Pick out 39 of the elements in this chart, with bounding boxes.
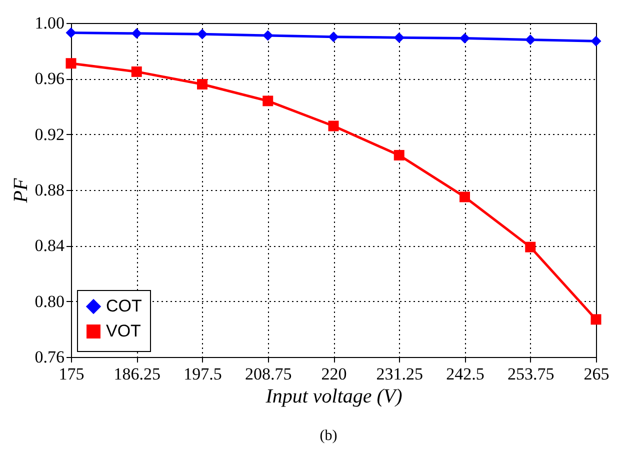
x-tick-label: 253.75 bbox=[508, 364, 554, 384]
legend-label: VOT bbox=[106, 322, 141, 340]
y-tick-label: 0.76 bbox=[34, 348, 64, 366]
point bbox=[262, 96, 274, 106]
point bbox=[590, 36, 602, 46]
x-axis-title: Input voltage (V) bbox=[264, 386, 403, 408]
point bbox=[66, 28, 76, 38]
point bbox=[525, 242, 536, 252]
x-tick-label: 265 bbox=[584, 364, 610, 384]
point bbox=[328, 120, 339, 132]
point bbox=[197, 28, 208, 40]
y-tick-label: 0.92 bbox=[34, 124, 64, 144]
point bbox=[131, 66, 142, 77]
y-tick-label: 0.88 bbox=[34, 180, 64, 200]
point bbox=[262, 30, 274, 41]
x-tick-label: 242.5 bbox=[446, 364, 484, 384]
point bbox=[460, 33, 470, 44]
point bbox=[394, 150, 404, 160]
x-tick-label: 175 bbox=[58, 364, 84, 384]
point bbox=[525, 34, 536, 45]
point bbox=[590, 314, 602, 325]
point bbox=[197, 78, 208, 90]
y-tick-label: 0.84 bbox=[34, 236, 65, 256]
x-tick-label: 231.25 bbox=[376, 364, 423, 384]
point bbox=[394, 32, 404, 43]
text: (b) bbox=[318, 428, 338, 445]
y-tick-label: 1.00 bbox=[34, 14, 64, 32]
x-tick-label: 220 bbox=[321, 364, 347, 384]
x-tick-label: 186.25 bbox=[114, 364, 160, 384]
y-tick-label: 0.80 bbox=[34, 292, 64, 311]
point bbox=[328, 32, 339, 42]
y-axis-title: PF bbox=[10, 178, 32, 204]
point bbox=[460, 192, 470, 202]
x-tick-label: 197.5 bbox=[184, 364, 222, 384]
legend-label: COT bbox=[106, 296, 142, 316]
point bbox=[131, 28, 142, 39]
x-tick-label: 208.75 bbox=[245, 364, 292, 384]
y-tick-label: 0.96 bbox=[34, 69, 64, 88]
point bbox=[66, 58, 76, 69]
